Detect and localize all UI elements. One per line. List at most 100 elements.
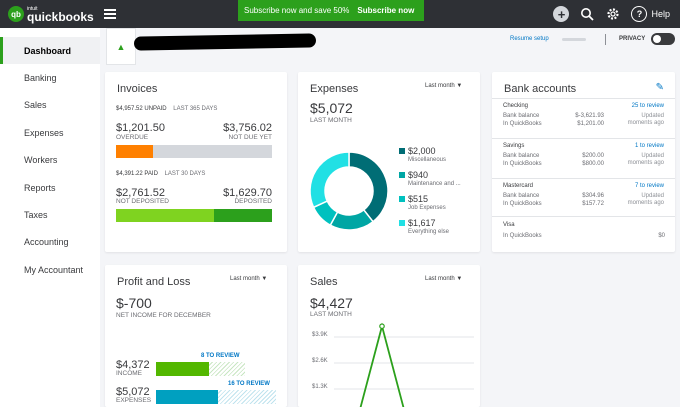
income-review-link[interactable]: 8 TO REVIEW [201,353,240,359]
account-name: Savings [503,143,525,149]
pnl-expenses-bar[interactable] [156,390,218,404]
legend-value: $940 [408,170,429,180]
company-logo[interactable]: ▲ [106,28,136,65]
account-name: Visa [503,222,515,228]
legend-value: $2,000 [408,146,436,156]
pnl-period-dropdown[interactable]: Last month [230,276,267,282]
bank-balance-label: Bank balance [503,113,540,119]
menu-icon[interactable] [104,9,116,19]
logo-name: quickbooks [27,9,94,24]
logo-brand: intuit [27,5,38,12]
invoices-not-deposited-label: NOT DEPOSITED [116,198,169,205]
qb-balance-label: In QuickBooks [503,161,542,167]
bank-accounts-card: Bank accounts ✎ Checking 25 to review Ba… [492,72,675,252]
invoices-paid-bar[interactable] [116,209,272,222]
donut-slice[interactable] [348,151,389,223]
invoices-unpaid-bar[interactable] [116,145,272,158]
invoices-overdue-amount: $1,201.50 [116,122,165,134]
pencil-icon[interactable]: ✎ [655,82,664,93]
sales-line-chart[interactable] [298,265,480,407]
subscribe-now-button[interactable]: Subscribe now [357,6,415,15]
pnl-net-income: $-700 [116,295,152,311]
search-icon[interactable] [579,6,595,22]
expenses-period-dropdown[interactable]: Last month [425,83,462,89]
bank-balance-value: $304.96 [582,193,604,199]
sales-title: Sales [310,276,338,288]
invoices-deposited-bar[interactable] [214,209,272,222]
bank-account-mastercard[interactable]: Mastercard 7 to review Bank balance $304.… [492,178,675,216]
privacy-toggle[interactable] [651,33,675,45]
bank-accounts-title: Bank accounts [504,83,577,95]
legend-label: Maintenance and ... [408,181,461,187]
invoices-overdue-bar[interactable] [116,145,153,158]
qb-balance-value: $0 [658,233,665,239]
company-header: ▲ Resume setup PRIVACY [106,28,680,68]
redacted-company-name [133,33,317,51]
pnl-income-review-bar[interactable] [209,362,245,376]
donut-slice[interactable] [309,151,350,209]
qb-balance-value: $800.00 [582,161,604,167]
legend-swatch [399,220,405,226]
expenses-review-link[interactable]: 16 TO REVIEW [228,381,270,387]
legend-item[interactable]: $2,000 Miscellaneous [399,146,480,170]
account-review-link[interactable]: 1 to review [634,143,664,149]
pnl-expenses-review-bar[interactable] [218,390,276,404]
account-review-link[interactable]: 25 to review [631,103,664,109]
qb-balance-value: $1,201.00 [577,121,604,127]
quickbooks-logo-icon: qb [8,6,24,22]
account-review-link[interactable]: 7 to review [634,183,664,189]
account-name: Checking [503,103,529,109]
privacy-label: PRIVACY [619,36,646,42]
legend-item[interactable]: $940 Maintenance and ... [399,170,480,194]
sidebar-item-taxes[interactable]: Taxes [24,210,48,221]
invoices-title: Invoices [117,83,158,95]
bank-account-savings[interactable]: Savings 1 to review Bank balance $200.00 … [492,138,675,178]
invoices-overdue-label: OVERDUE [116,134,149,141]
sidebar-item-sales[interactable]: Sales [24,100,47,111]
pnl-income-amount: $4,372 [116,359,150,371]
updated-time: moments ago [627,160,664,166]
sales-line[interactable] [334,322,406,407]
expenses-donut-chart[interactable] [308,150,390,232]
sidebar-item-expenses[interactable]: Expenses [24,127,64,138]
legend-item[interactable]: $515 Job Expenses [399,194,480,218]
invoices-not-deposited-bar[interactable] [116,209,214,222]
invoices-deposited-label: DEPOSITED [234,198,272,205]
sidebar-item-reports[interactable]: Reports [24,182,56,193]
y-tick-label: $3.9K [312,332,328,338]
updated-label: Updated [641,153,664,159]
legend-item[interactable]: $1,617 Everything else [399,218,480,242]
sidebar-item-accounting[interactable]: Accounting [24,237,69,248]
sidebar-item-workers[interactable]: Workers [24,155,58,166]
sales-point[interactable] [379,323,385,329]
pnl-income-bar[interactable] [156,362,209,376]
y-tick-label: $2.6K [312,358,328,364]
help-label[interactable]: Help [651,9,670,19]
legend-value: $515 [408,194,429,204]
updated-time: moments ago [627,120,664,126]
expenses-total-label: LAST MONTH [310,117,352,124]
gear-icon[interactable] [605,6,621,22]
invoices-paid-period: LAST 30 DAYS [164,171,206,177]
sidebar: Dashboard Banking Sales Expenses Workers… [0,28,100,407]
legend-value: $1,617 [408,218,436,228]
qb-balance-value: $157.72 [582,201,604,207]
plus-icon[interactable]: + [553,6,570,22]
sidebar-item-my-accountant[interactable]: My Accountant [24,264,84,275]
help-icon[interactable]: ? [631,6,648,22]
quickbooks-logo[interactable]: qb intuit quickbooks [8,5,94,24]
expenses-card: Expenses Last month $5,072 LAST MONTH $2… [298,72,480,252]
pnl-expenses-label: EXPENSES [116,397,152,404]
top-bar: qb intuit quickbooks Subscribe now and s… [0,0,680,28]
updated-label: Updated [641,193,664,199]
legend-label: Everything else [408,229,450,235]
sidebar-item-dashboard[interactable]: Dashboard [0,37,100,65]
invoices-not-due-amount: $3,756.02 [223,122,272,134]
bank-account-visa[interactable]: Visa In QuickBooks $0 [492,216,675,252]
sales-period-dropdown[interactable]: Last month [425,276,462,282]
bank-account-checking[interactable]: Checking 25 to review Bank balance $-3,62… [492,98,675,138]
invoices-not-due-bar[interactable] [153,145,272,158]
sidebar-item-banking[interactable]: Banking [24,73,57,84]
resume-setup-link[interactable]: Resume setup [510,36,549,42]
qb-balance-label: In QuickBooks [503,201,542,207]
